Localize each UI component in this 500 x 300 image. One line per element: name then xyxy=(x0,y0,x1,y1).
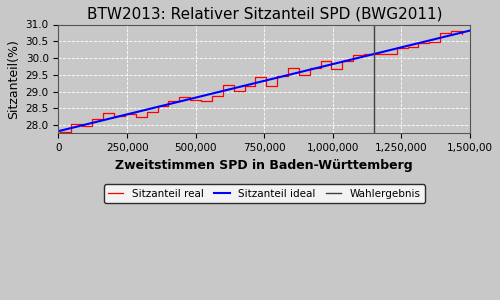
Line: Sitzanteil real: Sitzanteil real xyxy=(60,31,462,132)
Title: BTW2013: Relativer Sitzanteil SPD (BWG2011): BTW2013: Relativer Sitzanteil SPD (BWG20… xyxy=(86,7,442,22)
Sitzanteil real xyxy=(459,33,465,36)
Sitzanteil real xyxy=(394,52,400,56)
Sitzanteil real xyxy=(416,41,422,45)
Sitzanteil real xyxy=(383,52,389,56)
Legend: Sitzanteil real, Sitzanteil ideal, Wahlergebnis: Sitzanteil real, Sitzanteil ideal, Wahle… xyxy=(104,184,425,203)
Sitzanteil real xyxy=(90,117,96,121)
Sitzanteil real xyxy=(372,52,378,56)
X-axis label: Zweitstimmen SPD in Baden-Württemberg: Zweitstimmen SPD in Baden-Württemberg xyxy=(116,159,413,172)
Y-axis label: Sitzanteil(%): Sitzanteil(%) xyxy=(7,39,20,119)
Sitzanteil real xyxy=(361,52,367,55)
Sitzanteil real xyxy=(57,130,63,134)
Sitzanteil real xyxy=(448,29,454,33)
